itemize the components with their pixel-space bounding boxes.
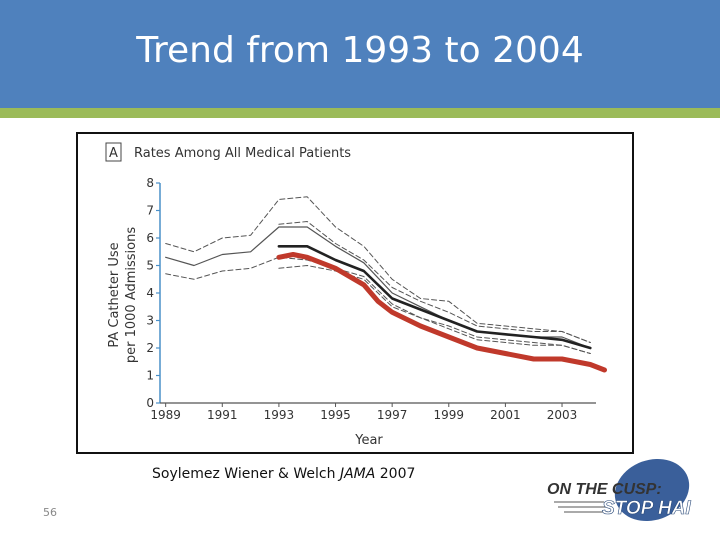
y-tick-label: 6 — [146, 231, 154, 245]
caption-year: 2007 — [375, 466, 416, 482]
y-tick-label: 8 — [146, 176, 154, 190]
chart-title: Rates Among All Medical Patients — [134, 146, 351, 161]
slide-number: 56 — [43, 506, 57, 519]
x-tick-label: 1995 — [320, 408, 351, 422]
x-tick-label: 1991 — [207, 408, 238, 422]
caption-journal: JAMA — [339, 466, 376, 482]
cusp-logo: ON THE CUSP: STOP HAI — [547, 458, 692, 522]
y-tick-label: 1 — [146, 369, 154, 383]
panel-label: A — [109, 146, 118, 161]
logo-line1: ON THE CUSP: — [547, 481, 662, 498]
x-tick-label: 1999 — [434, 408, 465, 422]
x-tick-label: 2001 — [490, 408, 521, 422]
y-axis-label-line2: per 1000 Admissions — [124, 227, 139, 363]
estimate-line — [165, 226, 591, 349]
y-tick-label: 2 — [146, 341, 154, 355]
confidence-bound-line — [278, 221, 591, 343]
x-tick-label: 1989 — [150, 408, 181, 422]
y-tick-label: 5 — [146, 259, 154, 273]
y-tick-label: 3 — [146, 314, 154, 328]
confidence-bound-line — [278, 265, 591, 354]
x-tick-label: 2003 — [547, 408, 578, 422]
y-tick-label: 0 — [146, 396, 154, 410]
y-tick-label: 4 — [146, 286, 154, 300]
confidence-bound-line — [165, 256, 591, 354]
figure-frame — [76, 132, 634, 454]
slide-title: Trend from 1993 to 2004 — [136, 30, 584, 71]
axes: 0 1 2 3 4 5 6 7 8 1989 1991 1993 1995 1997 1999 2001 200… — [146, 176, 596, 422]
highlighted-trend-line — [276, 252, 607, 373]
logo-swoosh — [614, 458, 690, 522]
panel-label-box — [105, 142, 122, 162]
series-layer — [165, 196, 607, 373]
estimate-line-bold — [277, 245, 592, 350]
caption-authors: Soylemez Wiener & Welch — [152, 466, 340, 482]
logo-line2: STOP HAI — [602, 498, 691, 519]
x-axis-label: Year — [354, 433, 383, 448]
title-bar: Trend from 1993 to 2004 — [0, 0, 720, 108]
citation-caption: Soylemez Wiener & Welch JAMA 2007 — [152, 466, 415, 482]
y-tick-label: 7 — [146, 204, 154, 218]
accent-stripe — [0, 108, 720, 118]
confidence-bound-line — [165, 196, 591, 343]
y-axis-label-line1: PA Catheter Use — [107, 242, 122, 347]
x-tick-label: 1993 — [264, 408, 295, 422]
x-tick-label: 1997 — [377, 408, 408, 422]
